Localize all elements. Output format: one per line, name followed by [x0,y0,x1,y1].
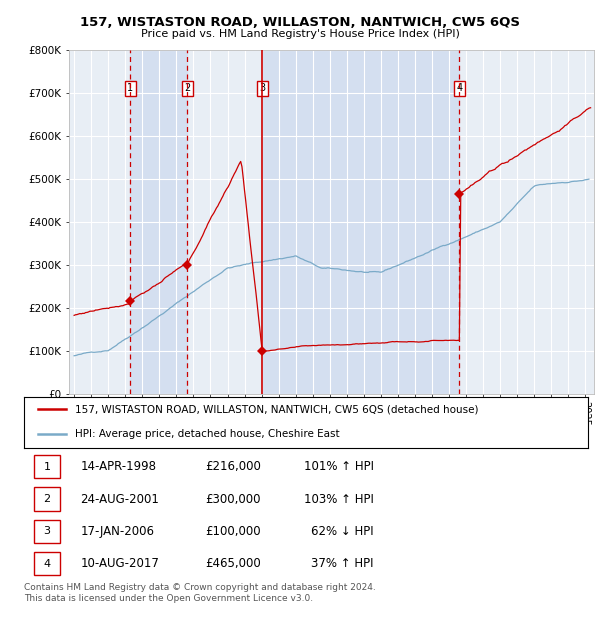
Text: £300,000: £300,000 [205,493,261,505]
Bar [262,50,460,394]
Text: 101% ↑ HPI: 101% ↑ HPI [304,461,374,473]
Text: 157, WISTASTON ROAD, WILLASTON, NANTWICH, CW5 6QS: 157, WISTASTON ROAD, WILLASTON, NANTWICH… [80,16,520,29]
Text: HPI: Average price, detached house, Cheshire East: HPI: Average price, detached house, Ches… [75,430,340,440]
Text: 3: 3 [43,526,50,536]
Text: 4: 4 [456,83,463,94]
Text: £216,000: £216,000 [205,461,261,473]
Text: Price paid vs. HM Land Registry's House Price Index (HPI): Price paid vs. HM Land Registry's House … [140,29,460,38]
Text: 14-APR-1998: 14-APR-1998 [80,461,157,473]
Text: 157, WISTASTON ROAD, WILLASTON, NANTWICH, CW5 6QS (detached house): 157, WISTASTON ROAD, WILLASTON, NANTWICH… [75,404,478,414]
FancyBboxPatch shape [34,552,59,575]
Text: 1: 1 [127,83,133,94]
Text: 4: 4 [43,559,50,569]
Text: Contains HM Land Registry data © Crown copyright and database right 2024.: Contains HM Land Registry data © Crown c… [24,583,376,592]
Text: 3: 3 [259,83,265,94]
FancyBboxPatch shape [34,520,59,543]
Text: 2: 2 [184,83,190,94]
Text: This data is licensed under the Open Government Licence v3.0.: This data is licensed under the Open Gov… [24,594,313,603]
Text: 17-JAN-2006: 17-JAN-2006 [80,525,154,538]
Text: 24-AUG-2001: 24-AUG-2001 [80,493,159,505]
Text: 10-AUG-2017: 10-AUG-2017 [80,557,159,570]
FancyBboxPatch shape [34,455,59,479]
FancyBboxPatch shape [34,487,59,511]
Text: 2: 2 [43,494,50,504]
Text: 37% ↑ HPI: 37% ↑ HPI [311,557,374,570]
Bar [130,50,187,394]
Text: 103% ↑ HPI: 103% ↑ HPI [304,493,374,505]
Text: 62% ↓ HPI: 62% ↓ HPI [311,525,374,538]
Text: £465,000: £465,000 [205,557,261,570]
Text: 1: 1 [43,462,50,472]
Text: £100,000: £100,000 [205,525,261,538]
